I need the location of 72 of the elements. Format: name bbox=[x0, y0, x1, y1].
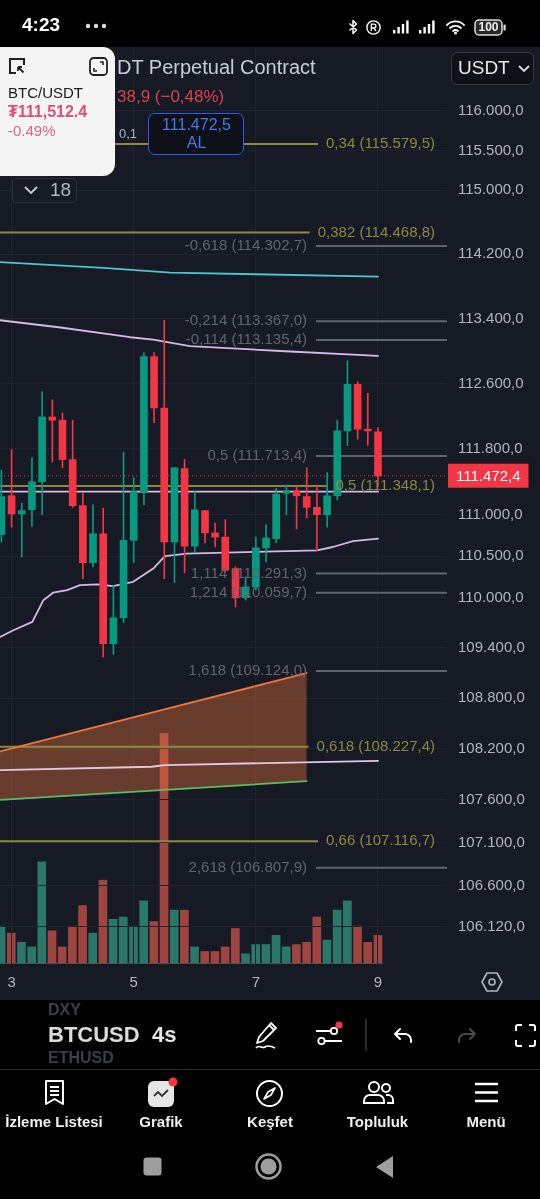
ref-line-label: 0,66 (107.116,7) bbox=[326, 831, 436, 849]
bar bbox=[200, 951, 210, 963]
ref-line-label: 0,382 (114.468,8) bbox=[317, 222, 435, 240]
ref-line-label: 2,618 (106.807,9) bbox=[188, 857, 308, 875]
annotation: ₮111,512.4 bbox=[8, 103, 88, 122]
bar bbox=[210, 951, 220, 963]
annotation: 111.472,5 bbox=[162, 116, 231, 135]
y-tick-label: 111.800,0 bbox=[458, 439, 523, 457]
y-tick-label: 109.400,0 bbox=[458, 637, 525, 655]
text: İzleme Listesi bbox=[5, 1113, 103, 1131]
text: ETHUSD bbox=[48, 1049, 114, 1068]
y-tick-label: 110.500,0 bbox=[458, 546, 524, 564]
ref-line-label: -0,114 (113.135,4) bbox=[185, 330, 308, 348]
y-tick-label: 115.000,0 bbox=[458, 180, 524, 198]
chart-title: DT Perpetual Contract bbox=[117, 56, 316, 79]
ref-line-label: -0,618 (114.302,7) bbox=[184, 236, 308, 254]
text: Topluluk bbox=[346, 1113, 409, 1131]
annotation: 0,1 bbox=[119, 126, 138, 142]
y-tick-label: 112.600,0 bbox=[458, 373, 524, 391]
ref-line-label: 1,618 (109.124,0) bbox=[188, 661, 308, 679]
text: Grafik bbox=[139, 1113, 183, 1131]
annotation: -0.49% bbox=[8, 122, 56, 140]
y-tick-label: 116.000,0 bbox=[458, 100, 524, 118]
x-tick-label: 9 bbox=[373, 973, 383, 991]
bar bbox=[88, 932, 98, 963]
text: 100 bbox=[475, 19, 502, 36]
bar bbox=[170, 909, 179, 963]
y-tick-label: 115.500,0 bbox=[458, 140, 524, 158]
annotation: BTC/USDT bbox=[8, 84, 83, 102]
text: Menü bbox=[466, 1113, 506, 1131]
annotation: AL bbox=[186, 134, 207, 153]
text: BTCUSD bbox=[48, 1022, 140, 1048]
text: DXY bbox=[48, 1001, 81, 1020]
annotation: 18 bbox=[50, 179, 72, 201]
y-tick-label: 110.000,0 bbox=[458, 587, 524, 605]
bar bbox=[272, 935, 281, 963]
bar bbox=[231, 928, 240, 963]
x-tick-label: 7 bbox=[251, 973, 261, 991]
ref-line-label: 0,34 (115.579,5) bbox=[326, 134, 436, 152]
y-tick-label: 107.100,0 bbox=[458, 832, 525, 850]
candlestick bbox=[313, 486, 321, 552]
y-tick-label: 108.800,0 bbox=[458, 688, 525, 706]
bar bbox=[180, 909, 190, 963]
bar bbox=[149, 921, 159, 963]
ref-line-label: -0,214 (113.367,0) bbox=[184, 311, 308, 329]
bar bbox=[109, 918, 118, 963]
x-tick-label: 3 bbox=[7, 973, 16, 991]
y-tick-label: 114.200,0 bbox=[458, 244, 524, 262]
y-tick-label: 106.600,0 bbox=[458, 875, 525, 893]
bar bbox=[48, 930, 57, 963]
y-tick-label: 111.000,0 bbox=[458, 504, 523, 522]
ref-line-label: 0,5 (111.713,4) bbox=[207, 446, 307, 464]
y-tick-label: 108.200,0 bbox=[458, 739, 525, 757]
text: Keşfet bbox=[247, 1113, 293, 1131]
text: 4s bbox=[152, 1022, 177, 1048]
bar bbox=[282, 946, 291, 963]
ref-line-label: 111.472,4 bbox=[455, 466, 521, 484]
bar bbox=[261, 944, 271, 963]
candlestick bbox=[17, 502, 26, 558]
bar bbox=[7, 932, 16, 963]
text: 38,9 (−0,48%) bbox=[117, 87, 225, 107]
bar bbox=[322, 939, 332, 963]
y-tick-label: 113.400,0 bbox=[458, 308, 524, 326]
y-tick-label: 106.120,0 bbox=[458, 917, 525, 935]
bar bbox=[190, 946, 200, 963]
y-tick-label: 107.600,0 bbox=[458, 790, 525, 808]
ref-line-label: 0,618 (108.227,4) bbox=[316, 736, 436, 754]
bar bbox=[221, 946, 230, 963]
x-tick-label: 5 bbox=[129, 973, 138, 991]
text: USDT bbox=[458, 57, 510, 79]
text: 4:23 bbox=[22, 14, 61, 36]
bar bbox=[98, 879, 108, 963]
